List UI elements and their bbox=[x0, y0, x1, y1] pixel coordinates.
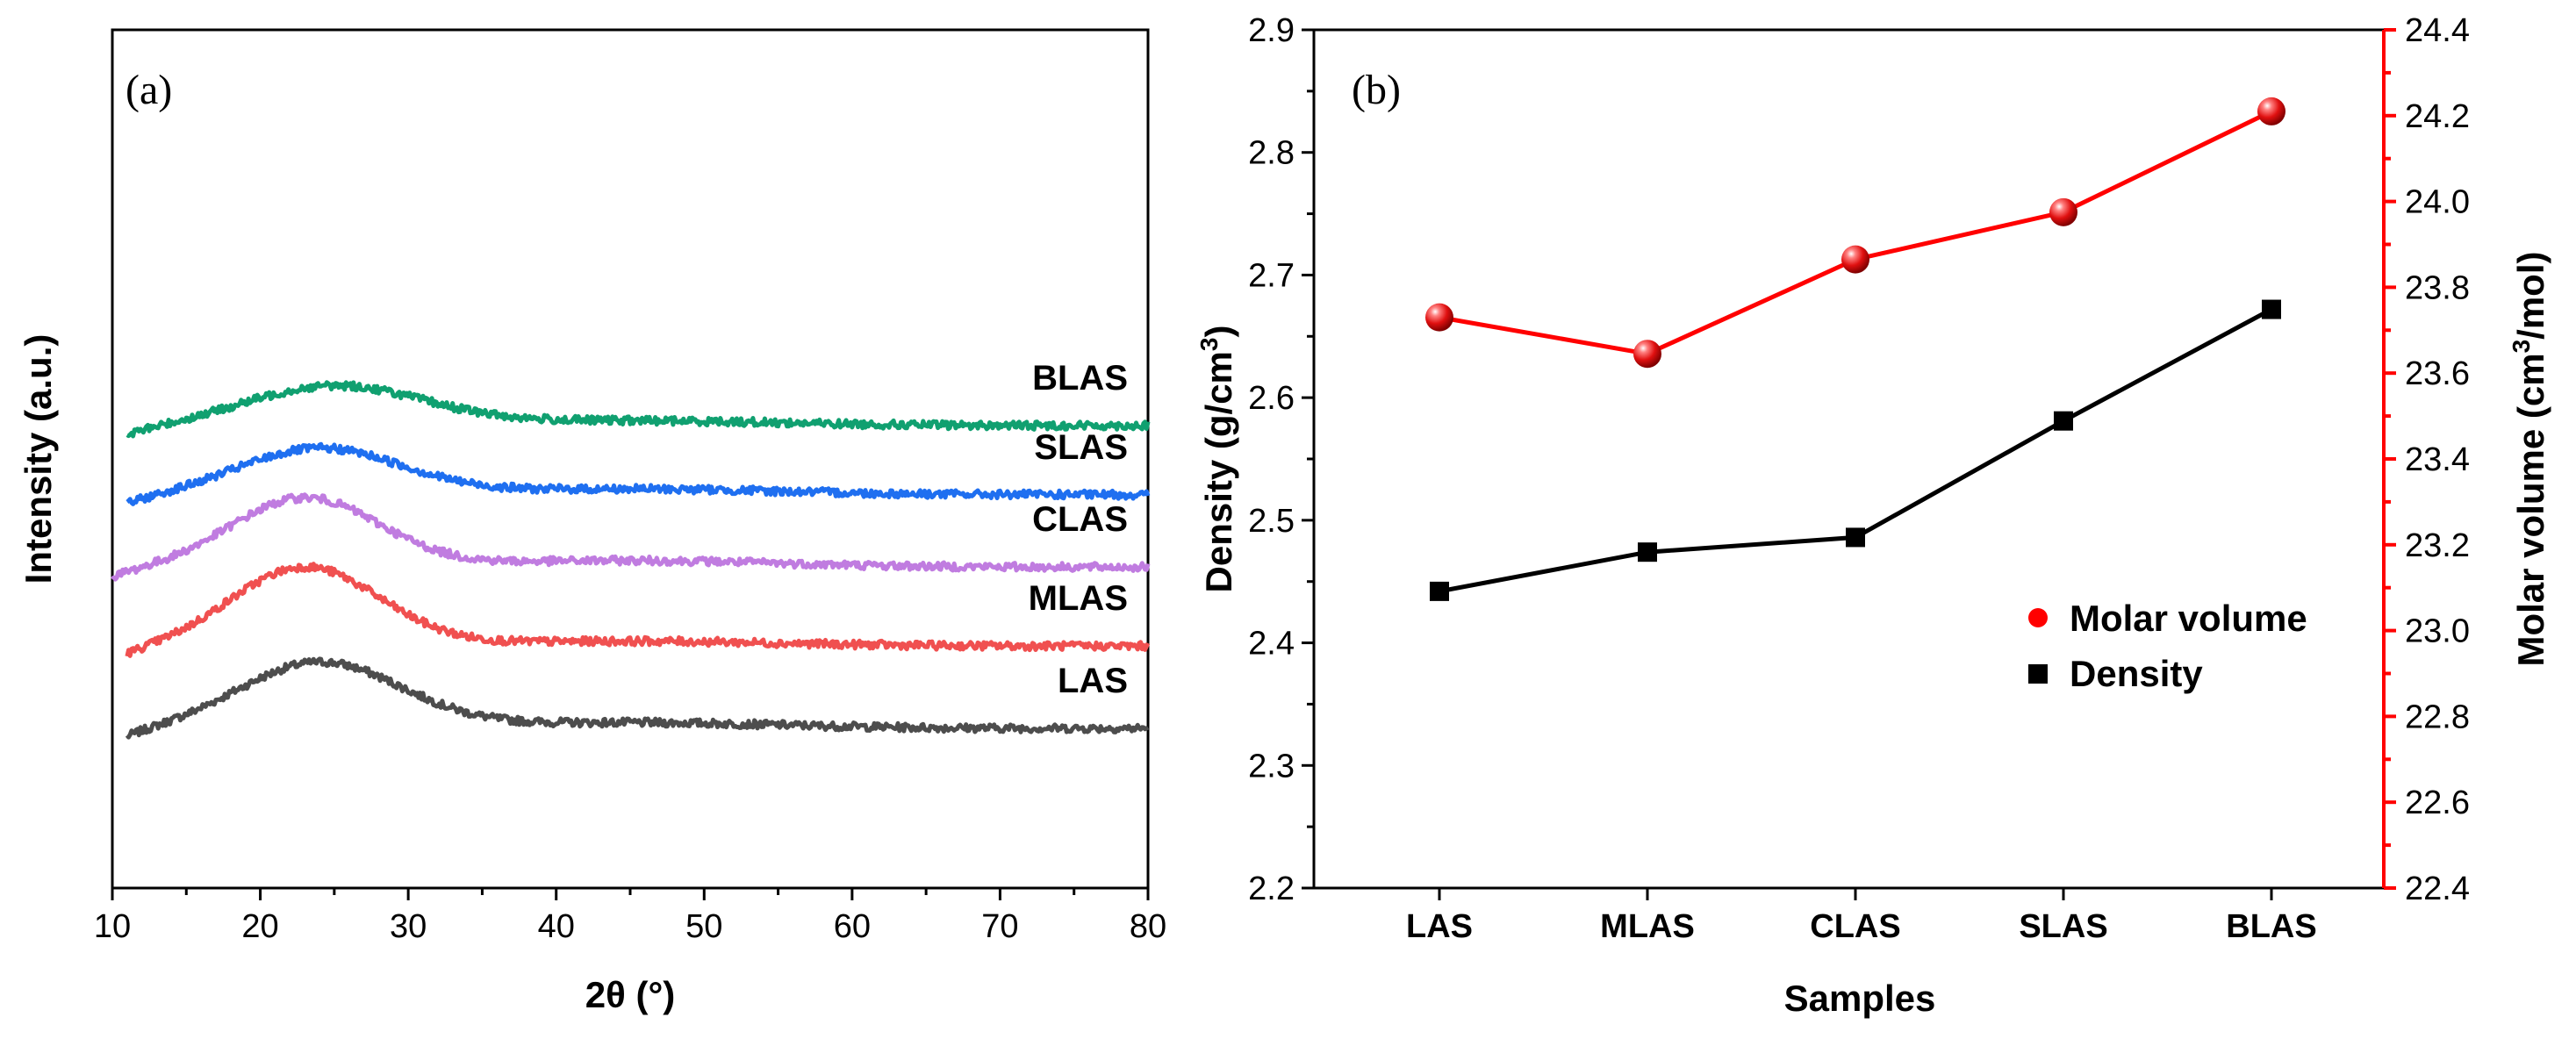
molar-y-tick-label: 22.4 bbox=[2405, 870, 2470, 907]
molar-y-tick-label: 24.0 bbox=[2405, 184, 2470, 221]
density-chart: (b) 2.2 2.3 2.4 2.5 2.6 2.7 2.8 2.9 22.4 22.6 22.… bbox=[1195, 12, 2551, 1019]
density-y-tick-label: 2.7 bbox=[1248, 257, 1295, 294]
density-y-tick-label: 2.3 bbox=[1248, 748, 1295, 784]
density-y-tick-label: 2.5 bbox=[1248, 503, 1295, 540]
density-point-slas bbox=[2054, 411, 2073, 431]
xrd-label-las: LAS bbox=[1058, 662, 1128, 700]
molar-volume-point-las bbox=[1425, 303, 1453, 332]
xrd-x-tick-label: 10 bbox=[94, 908, 131, 945]
density-y-tick-label: 2.2 bbox=[1248, 870, 1295, 907]
density-y-tick-label: 2.4 bbox=[1248, 626, 1295, 663]
samples-x-tick-label: SLAS bbox=[2019, 908, 2107, 945]
density-point-blas bbox=[2262, 299, 2281, 319]
xrd-label-mlas: MLAS bbox=[1029, 579, 1128, 618]
xrd-x-tick-label: 70 bbox=[981, 908, 1018, 945]
xrd-x-axis-title: 2θ (°) bbox=[585, 974, 676, 1015]
density-point-clas bbox=[1846, 527, 1865, 548]
samples-axis-title: Samples bbox=[1784, 978, 1936, 1019]
molar-y-tick-label: 23.0 bbox=[2405, 613, 2470, 650]
xrd-x-tick-label: 20 bbox=[241, 908, 278, 945]
density-axis-title: Density (g/cm3) bbox=[1195, 326, 1239, 593]
samples-x-tick-label: MLAS bbox=[1600, 908, 1695, 945]
molar-y-tick-label: 22.6 bbox=[2405, 784, 2470, 821]
xrd-x-tick-label: 80 bbox=[1130, 908, 1166, 945]
legend-density-label: Density bbox=[2070, 653, 2203, 694]
molar-y-tick-label: 23.4 bbox=[2405, 441, 2470, 478]
samples-x-tick-label: LAS bbox=[1406, 908, 1473, 945]
density-point-las bbox=[1430, 581, 1449, 601]
density-y-tick-label: 2.9 bbox=[1248, 12, 1295, 49]
series-line-molar-volume bbox=[1439, 109, 2273, 356]
density-point-mlas bbox=[1638, 542, 1657, 562]
xrd-label-clas: CLAS bbox=[1032, 500, 1128, 539]
legend-molar-volume-label: Molar volume bbox=[2070, 598, 2307, 639]
xrd-x-tick-label: 40 bbox=[538, 908, 575, 945]
molar-y-tick-label: 23.2 bbox=[2405, 527, 2470, 564]
xrd-y-axis-title: Intensity (a.u.) bbox=[18, 334, 59, 584]
molar-volume-axis-title: Molar volume (cm3/mol) bbox=[2508, 252, 2551, 667]
samples-x-tick-label: BLAS bbox=[2226, 908, 2316, 945]
panel-b-label: (b) bbox=[1352, 67, 1401, 113]
molar-y-tick-label: 23.6 bbox=[2405, 355, 2470, 392]
molar-y-tick-label: 24.2 bbox=[2405, 98, 2470, 135]
xrd-curve-mlas bbox=[125, 562, 1151, 658]
panel-a-label: (a) bbox=[126, 67, 172, 113]
legend-molar-volume-marker bbox=[2028, 608, 2048, 627]
density-y-tick-label: 2.6 bbox=[1248, 380, 1295, 417]
molar-volume-point-mlas bbox=[1633, 340, 1661, 369]
xrd-curve-las bbox=[125, 656, 1150, 740]
xrd-curve-slas bbox=[126, 441, 1151, 506]
xrd-curve-blas bbox=[126, 380, 1151, 439]
xrd-chart: (a) LAS MLAS CLAS SLAS BLAS 10 20 30 40 50 60 70 80… bbox=[18, 28, 1166, 1015]
series-line-density bbox=[1439, 307, 2273, 594]
xrd-label-blas: BLAS bbox=[1032, 359, 1128, 398]
xrd-x-tick-label: 60 bbox=[834, 908, 871, 945]
xrd-x-tick-label: 50 bbox=[685, 908, 722, 945]
xrd-x-tick-label: 30 bbox=[390, 908, 427, 945]
molar-y-tick-label: 23.8 bbox=[2405, 269, 2470, 306]
molar-volume-point-clas bbox=[1841, 245, 1869, 274]
legend: Molar volume Density bbox=[2028, 598, 2307, 694]
molar-volume-point-blas bbox=[2257, 97, 2285, 125]
molar-y-tick-label: 24.4 bbox=[2405, 12, 2470, 49]
density-plot-frame bbox=[1312, 28, 2386, 890]
legend-density-marker bbox=[2028, 664, 2048, 684]
density-y-tick-label: 2.8 bbox=[1248, 135, 1295, 172]
molar-y-tick-label: 22.8 bbox=[2405, 699, 2470, 735]
xrd-label-slas: SLAS bbox=[1034, 428, 1128, 467]
molar-volume-point-slas bbox=[2049, 197, 2077, 226]
samples-x-tick-label: CLAS bbox=[1810, 908, 1900, 945]
xrd-curve-clas bbox=[111, 492, 1151, 582]
